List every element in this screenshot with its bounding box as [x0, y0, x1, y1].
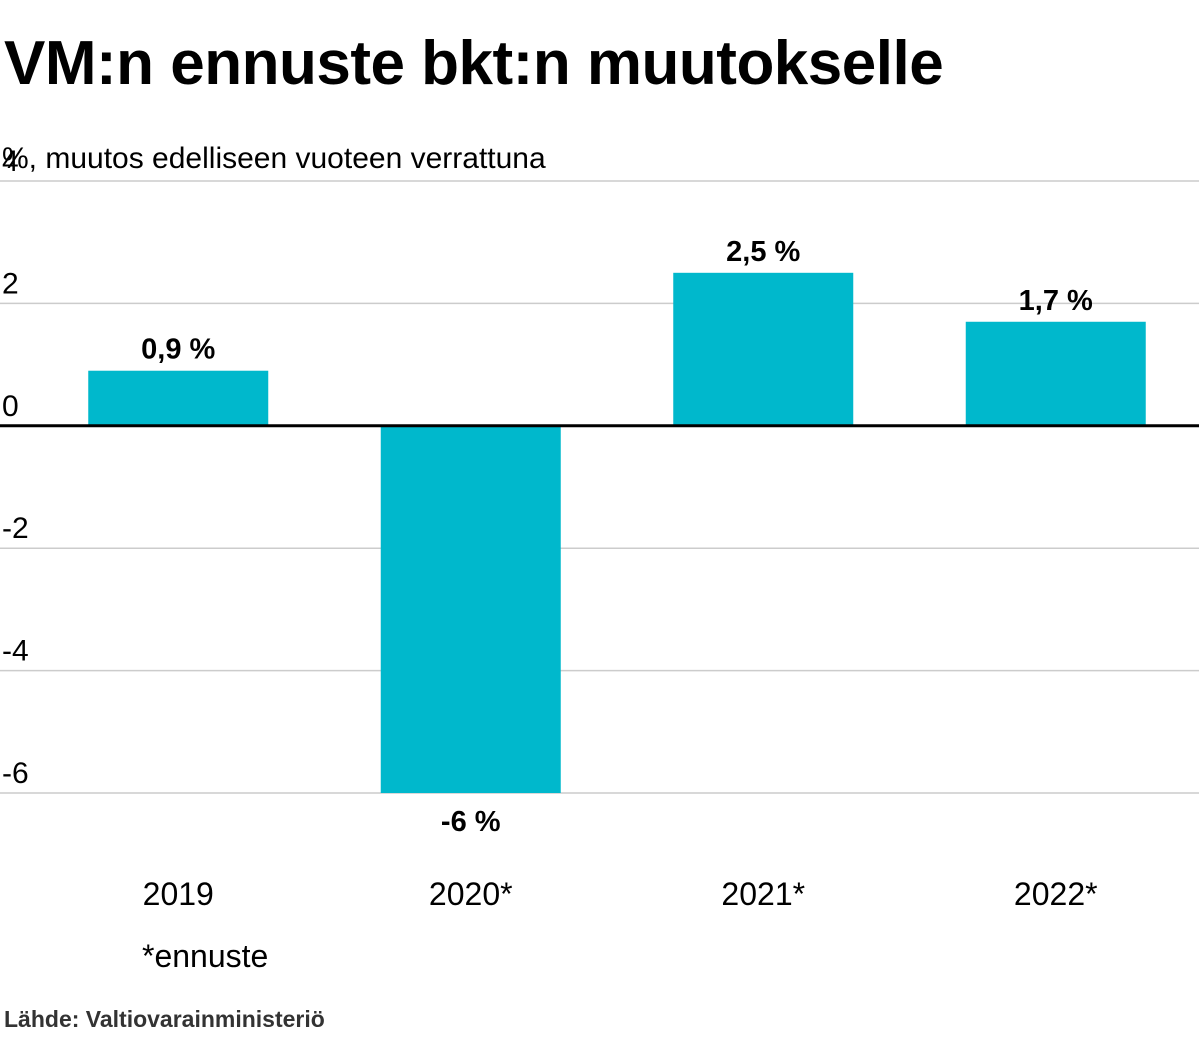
data-label: -6 % [441, 806, 501, 838]
category-labels: 2019 2020* 2021* 2022* [143, 876, 1098, 912]
chart-subtitle: %, muutos edelliseen vuoteen verrattuna [2, 142, 546, 175]
y-tick-labels: 4 2 0 -2 -4 -6 [2, 145, 29, 790]
bars [88, 272, 1146, 793]
y-tick-label: -4 [2, 635, 29, 668]
category-label: 2021* [721, 876, 805, 912]
y-tick-label: -2 [2, 512, 29, 545]
bar [673, 272, 854, 426]
bar [965, 321, 1146, 426]
chart-title: VM:n ennuste bkt:n muutokselle [4, 29, 944, 98]
bar [88, 370, 269, 426]
data-label: 1,7 % [1019, 285, 1093, 317]
category-label: 2020* [429, 876, 513, 912]
data-label: 2,5 % [726, 236, 800, 268]
y-tick-label: -6 [2, 757, 29, 790]
grid-lines [0, 180, 1199, 794]
y-tick-label: 2 [2, 267, 19, 300]
source-credit: Lähde: Valtiovarainministeriö [4, 1006, 325, 1032]
y-tick-label: 4 [2, 145, 19, 178]
bar [380, 425, 561, 793]
data-label: 0,9 % [141, 334, 215, 366]
category-label: 2019 [143, 876, 214, 912]
data-labels: 0,9 % -6 % 2,5 % 1,7 % [141, 236, 1093, 838]
forecast-note: *ennuste [142, 938, 269, 974]
category-label: 2022* [1014, 876, 1098, 912]
y-tick-label: 0 [2, 390, 19, 423]
